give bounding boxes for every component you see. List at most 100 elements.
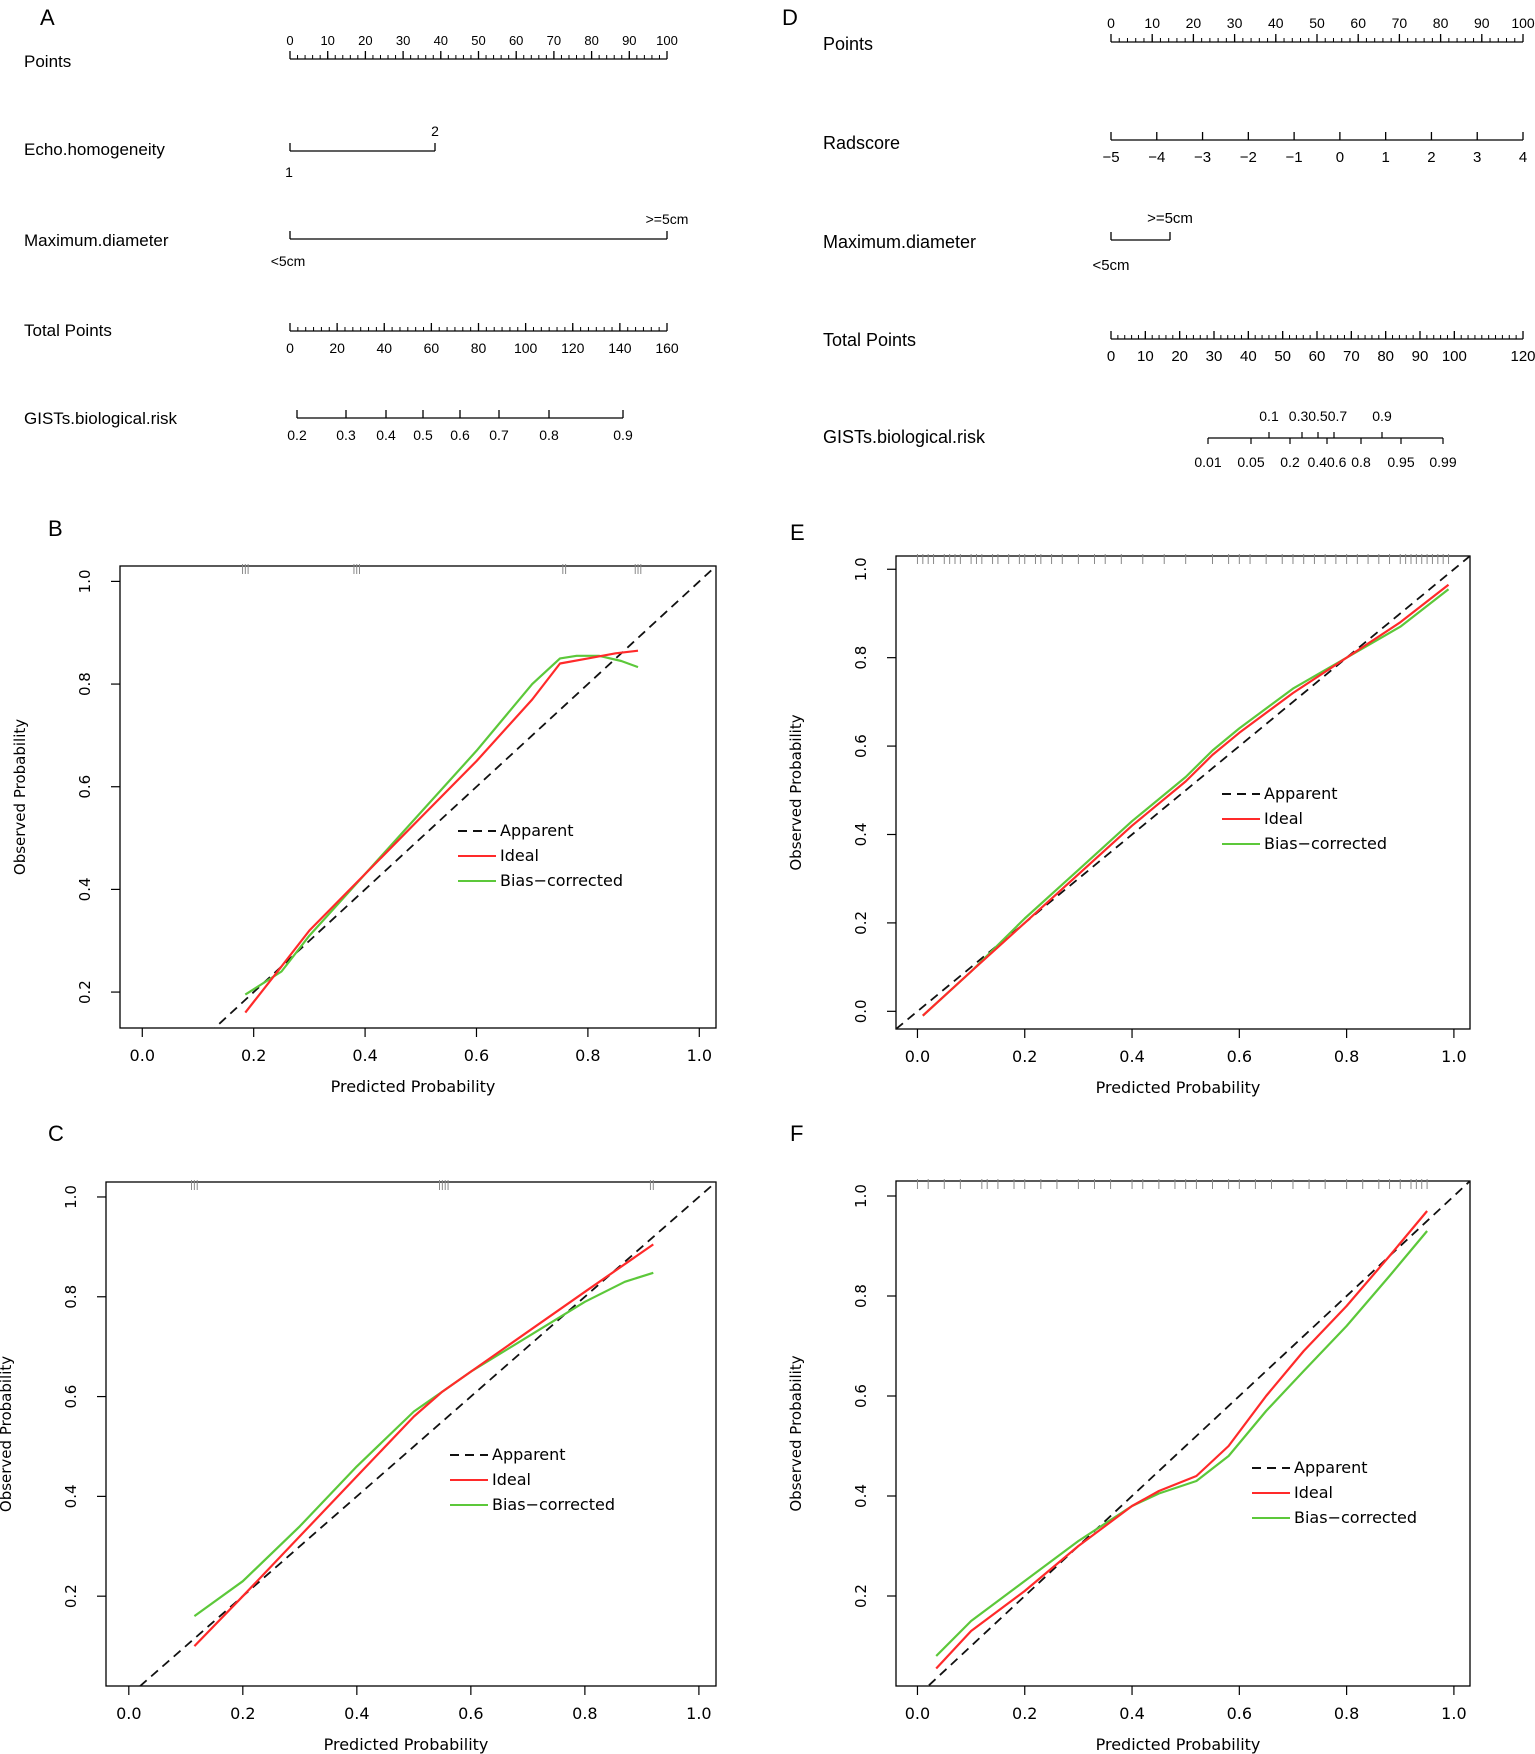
x-tick-label-c-5: 1.0 [686, 1704, 711, 1723]
nomogram-d-points-tick-6: 60 [1350, 15, 1366, 31]
x-tick-label-c-2: 0.4 [344, 1704, 369, 1723]
nomogram-d-diameter-axis: <5cm >=5cm [1092, 210, 1192, 274]
series-ideal-c [193, 1243, 654, 1647]
x-tick-label-f-1: 0.2 [1012, 1704, 1037, 1723]
nomogram-d-radscore-tick-4: −1 [1286, 149, 1303, 166]
x-tick-label-f-0: 0.0 [905, 1704, 930, 1723]
y-axis-label-e: Observed Probability [787, 714, 805, 870]
nomogram-d-risk-bottom-7: 0.99 [1429, 454, 1456, 470]
nomogram-a-total-tick-2: 40 [376, 340, 392, 356]
nomogram-d-points-axis: 0 10 20 30 40 50 60 70 80 90 100 [1107, 15, 1535, 43]
y-tick-label-f-2: 0.6 [852, 1384, 870, 1408]
nomogram-a-label-echo: Echo.homogeneity [24, 140, 165, 159]
legend-label-c-2: Bias−corrected [492, 1495, 615, 1514]
plot-frame-c [105, 1181, 717, 1687]
x-tick-label-c-1: 0.2 [230, 1704, 255, 1723]
nomogram-a-points-tick-2: 20 [358, 33, 372, 48]
calibration-plot-f: F 0.0 0.2 0.4 0.6 0.8 1.0 0.2 0.4 0.6 0.8 1.0 Predic… [787, 1121, 1471, 1754]
series-bias-corrected-f [935, 1230, 1428, 1657]
x-tick-label-b-0: 0.0 [130, 1046, 155, 1065]
x-tick-label-f-2: 0.4 [1119, 1704, 1144, 1723]
x-axis-label-f: Predicted Probability [1096, 1735, 1261, 1754]
nomogram-d-points-tick-7: 70 [1392, 15, 1408, 31]
nomogram-d: D Points 0 10 20 30 40 50 60 70 80 90 100 Radscore… [782, 5, 1535, 470]
nomogram-d-total-tick-1: 10 [1137, 348, 1154, 365]
x-tick-label-f-3: 0.6 [1227, 1704, 1252, 1723]
nomogram-d-label-points: Points [823, 34, 873, 54]
y-tick-label-c-3: 0.8 [62, 1285, 80, 1309]
nomogram-d-risk-top-3: 0.9 [1372, 408, 1392, 424]
nomogram-a-diameter-level-ge5: >=5cm [646, 211, 689, 227]
x-tick-label-e-2: 0.4 [1119, 1047, 1144, 1066]
panel-letter-c: C [48, 1121, 64, 1146]
nomogram-a-risk-tick-6: 0.8 [539, 427, 559, 443]
x-tick-label-c-4: 0.8 [572, 1704, 597, 1723]
nomogram-a-risk-tick-3: 0.5 [413, 427, 433, 443]
series-ideal-f [935, 1210, 1428, 1670]
series-apparent-b [213, 566, 716, 1028]
plot-frame-e [895, 555, 1471, 1030]
nomogram-a-echo-level-2: 2 [431, 123, 439, 139]
nomogram-a-total-axis: 0 20 40 60 80 100 120 140 160 [286, 323, 679, 356]
y-tick-label-f-1: 0.4 [852, 1484, 870, 1508]
series-ideal-b [244, 649, 639, 1014]
nomogram-a-risk-tick-2: 0.4 [376, 427, 396, 443]
x-tick-label-f-5: 1.0 [1441, 1704, 1466, 1723]
panel-letter-f: F [790, 1121, 803, 1146]
nomogram-d-risk-bottom-1: 0.01 [1194, 454, 1221, 470]
nomogram-d-total-tick-0: 0 [1107, 348, 1115, 365]
x-axis-label-c: Predicted Probability [324, 1735, 489, 1754]
nomogram-a-total-tick-6: 120 [561, 340, 585, 356]
y-tick-label-b-4: 1.0 [76, 569, 94, 593]
nomogram-d-total-tick-9: 90 [1412, 348, 1429, 365]
nomogram-d-risk-top-2: 0.30.50.7 [1289, 408, 1348, 424]
series-apparent-f [926, 1181, 1470, 1686]
y-tick-label-f-0: 0.2 [852, 1584, 870, 1608]
nomogram-d-points-tick-5: 50 [1309, 15, 1325, 31]
x-tick-label-e-0: 0.0 [905, 1047, 930, 1066]
x-tick-label-e-4: 0.8 [1334, 1047, 1359, 1066]
y-tick-label-e-1: 0.2 [852, 911, 870, 935]
panel-letter-b: B [48, 516, 63, 541]
nomogram-d-points-tick-0: 0 [1107, 15, 1115, 31]
nomogram-a-points-tick-3: 30 [396, 33, 410, 48]
y-tick-label-e-5: 1.0 [852, 557, 870, 581]
nomogram-d-points-tick-8: 80 [1433, 15, 1449, 31]
nomogram-a: A Points 0 10 20 30 40 50 60 70 80 90 100 Echo.hom… [24, 5, 688, 443]
y-axis-label-c: Observed Probability [0, 1356, 15, 1512]
y-tick-label-c-1: 0.4 [62, 1484, 80, 1508]
legend-label-e-1: Ideal [1264, 809, 1303, 828]
x-tick-label-b-2: 0.4 [352, 1046, 377, 1065]
series-bias-corrected-b [244, 654, 639, 996]
y-tick-label-e-3: 0.6 [852, 734, 870, 758]
nomogram-d-diameter-level-lt5: <5cm [1092, 257, 1129, 274]
nomogram-d-radscore-axis: −5 −4 −3 −2 −1 0 1 2 3 4 [1102, 132, 1527, 166]
legend-c: Apparent Ideal Bias−corrected [450, 1445, 615, 1514]
nomogram-a-label-risk: GISTs.biological.risk [24, 409, 178, 428]
nomogram-d-risk-top-1: 0.1 [1259, 408, 1279, 424]
nomogram-a-risk-axis: 0.2 0.3 0.4 0.5 0.6 0.7 0.8 0.9 [287, 410, 633, 443]
nomogram-a-diameter-level-lt5: <5cm [271, 253, 306, 269]
nomogram-a-risk-tick-1: 0.3 [336, 427, 356, 443]
nomogram-a-points-tick-8: 80 [584, 33, 598, 48]
nomogram-d-total-tick-4: 40 [1240, 348, 1257, 365]
nomogram-d-diameter-level-ge5: >=5cm [1147, 210, 1193, 227]
nomogram-d-points-tick-3: 30 [1227, 15, 1243, 31]
nomogram-d-total-tick-3: 30 [1206, 348, 1223, 365]
nomogram-d-total-tick-6: 60 [1309, 348, 1326, 365]
y-tick-label-b-2: 0.6 [76, 775, 94, 799]
series-ideal-e [922, 583, 1450, 1017]
nomogram-d-total-tick-2: 20 [1171, 348, 1188, 365]
nomogram-a-points-tick-1: 10 [320, 33, 334, 48]
nomogram-a-points-tick-4: 40 [434, 33, 448, 48]
nomogram-a-points-tick-9: 90 [622, 33, 636, 48]
series-bias-corrected-c [193, 1271, 654, 1617]
series-apparent-e [896, 556, 1470, 1029]
x-tick-label-f-4: 0.8 [1334, 1704, 1359, 1723]
x-tick-label-c-0: 0.0 [116, 1704, 141, 1723]
nomogram-a-points-tick-10: 100 [656, 33, 678, 48]
nomogram-d-total-tick-11: 120 [1510, 348, 1535, 365]
nomogram-d-points-tick-9: 90 [1474, 15, 1490, 31]
nomogram-a-total-tick-0: 0 [286, 340, 294, 356]
